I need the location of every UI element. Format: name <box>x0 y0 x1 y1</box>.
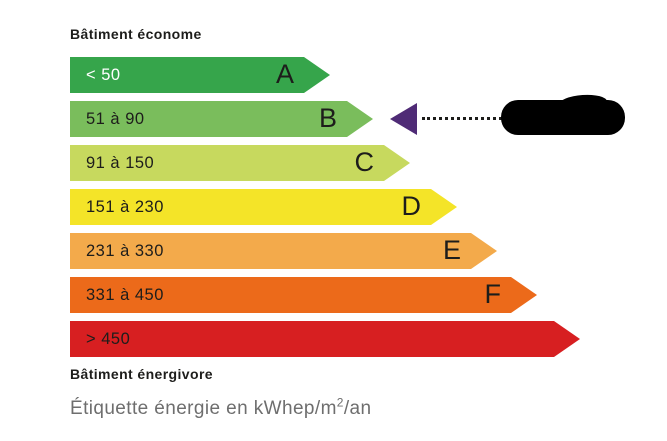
energy-bar-d: 151 à 230 D <box>70 189 457 225</box>
redaction-blob <box>501 93 625 135</box>
caption-superscript: 2 <box>336 395 344 410</box>
bar-range-label: 91 à 150 <box>86 153 155 172</box>
bar-range-label: > 450 <box>86 329 131 348</box>
redaction-blob-bump <box>558 93 608 113</box>
energy-intensive-building-label: Bâtiment énergivore <box>70 366 213 382</box>
energy-bar-a: < 50 A <box>70 57 330 93</box>
bar-class-letter: C <box>354 146 374 177</box>
energy-bar-g: > 450 <box>70 321 580 357</box>
bar-range-label: 231 à 330 <box>86 241 164 260</box>
energy-bar-f: 331 à 450 F <box>70 277 537 313</box>
economical-building-label: Bâtiment économe <box>70 26 202 42</box>
energy-bar-b: 51 à 90 B <box>70 101 373 137</box>
bar-class-letter: B <box>318 102 337 133</box>
marker-arrow-icon <box>390 103 417 135</box>
bar-range-label: 51 à 90 <box>86 109 145 128</box>
dotted-leader-line <box>422 117 502 120</box>
caption-prefix: Étiquette énergie en kWhep/m <box>70 398 337 419</box>
bar-class-letter: A <box>275 58 294 89</box>
caption-suffix: /an <box>343 398 372 419</box>
bar-class-letter: D <box>401 190 421 221</box>
bar-range-label: 151 à 230 <box>86 197 164 216</box>
bar-range-label: 331 à 450 <box>86 285 164 304</box>
bar-class-letter: E <box>442 234 461 265</box>
bar-class-letter: F <box>484 278 501 309</box>
energy-bar-c: 91 à 150 C <box>70 145 410 181</box>
energy-caption: Étiquette énergie en kWhep/m2/an <box>70 395 372 420</box>
bar-range-label: < 50 <box>86 65 121 84</box>
energy-bar-e: 231 à 330 E <box>70 233 497 269</box>
